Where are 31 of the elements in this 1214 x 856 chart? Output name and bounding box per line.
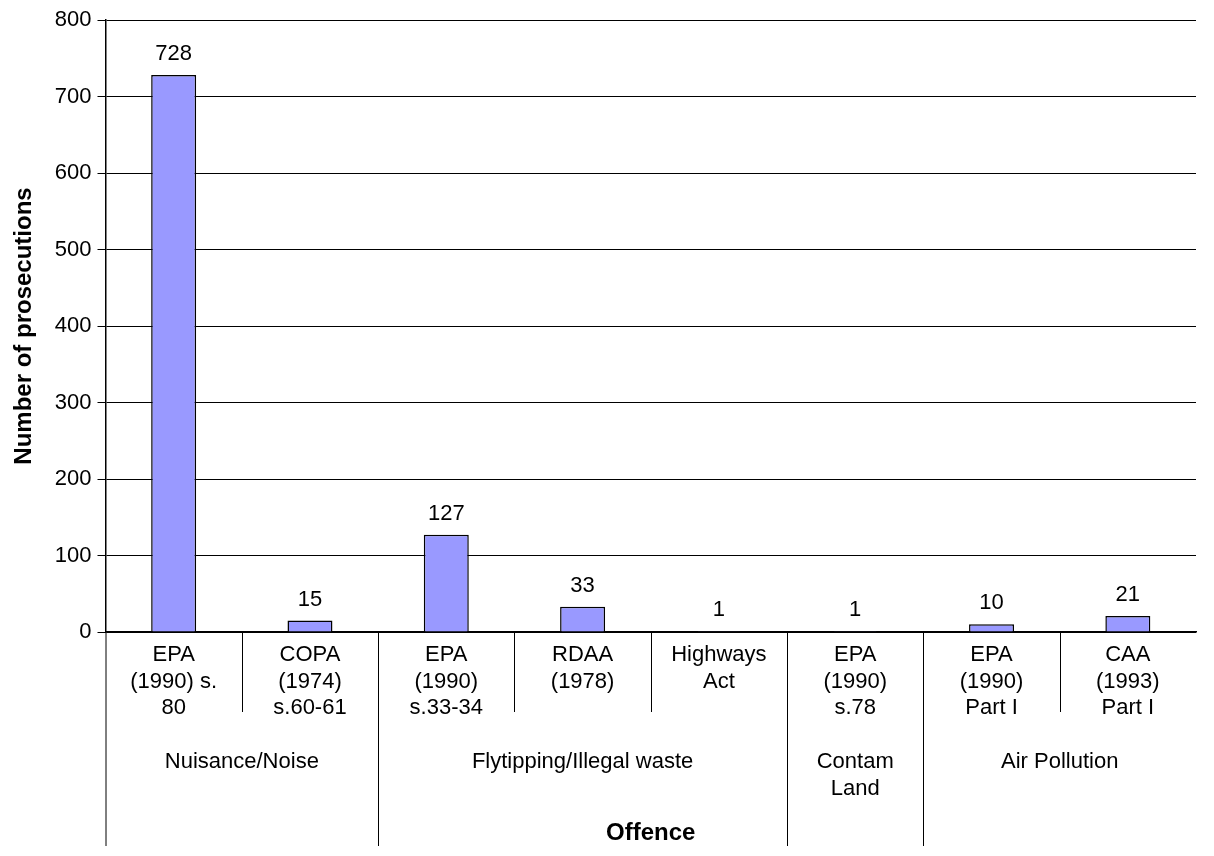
y-tick-label: 500 <box>54 235 92 261</box>
x-tick-label: EPA (1990) s.78 <box>823 641 888 720</box>
data-label: 33 <box>570 571 595 597</box>
text: Air Pollution <box>1000 748 1119 774</box>
y-tick-label: 600 <box>54 159 92 185</box>
y-tick-label: 400 <box>54 312 92 338</box>
y-tick-label: 700 <box>54 82 92 108</box>
x-tick-label: EPA (1990) Part I <box>959 641 1024 720</box>
text: Contam Land <box>816 747 894 800</box>
y-tick-label: 800 <box>54 6 92 32</box>
data-label: 1 <box>712 596 726 622</box>
x-tick-label: RDAA (1978) <box>550 641 615 693</box>
data-label: 15 <box>297 585 323 611</box>
y-tick-label: 100 <box>54 541 92 567</box>
data-label: 1 <box>849 596 862 622</box>
y-tick-label: 0 <box>79 618 92 644</box>
y-tick-label: 300 <box>54 388 92 414</box>
data-label: 728 <box>155 40 193 66</box>
text: Flytipping/Illegal waste <box>471 748 694 774</box>
x-tick-label: CAA (1993) Part I <box>1096 641 1160 720</box>
y-axis-title: Number of prosecutions <box>9 187 37 465</box>
x-tick-label: COPA (1974) s.60-61 <box>273 641 347 720</box>
data-label: 21 <box>1115 581 1141 606</box>
x-axis-title: Offence <box>606 818 696 846</box>
y-tick-label: 200 <box>54 465 92 491</box>
data-label: 127 <box>427 499 465 525</box>
x-tick-label: Highways Act <box>671 641 767 693</box>
x-tick-label: EPA (1990) s.33-34 <box>409 641 483 720</box>
text: Nuisance/Noise <box>164 748 319 774</box>
x-tick-label: EPA (1990) s. 80 <box>130 641 218 720</box>
data-label: 10 <box>979 589 1004 615</box>
